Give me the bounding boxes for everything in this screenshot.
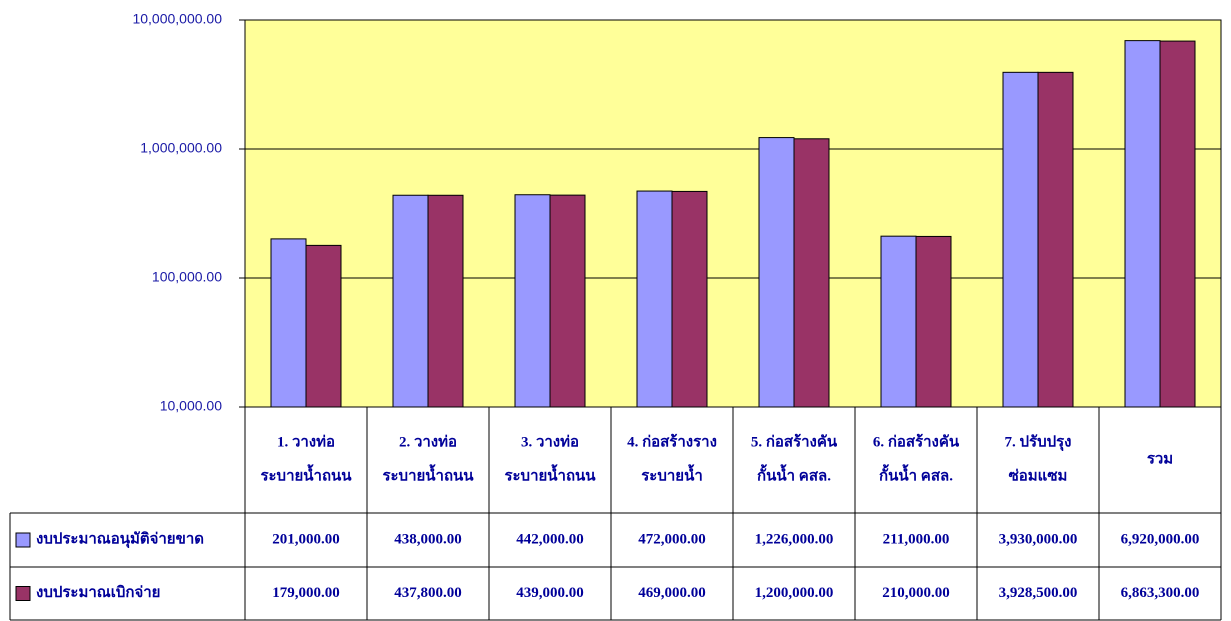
- category-label: ระบายน้ำ: [641, 463, 703, 484]
- y-tick-label: 100,000.00: [152, 269, 222, 285]
- value-label: 438,000.00: [394, 531, 462, 547]
- category-label: 5. ก่อสร้างคัน: [751, 433, 838, 450]
- bar: [1124, 40, 1161, 408]
- value-label: 6,863,300.00: [1121, 585, 1200, 601]
- category-label: ระบายน้ำถนน: [504, 463, 596, 484]
- legend-label: งบประมาณเบิกจ่าย: [36, 583, 160, 601]
- bar: [1037, 71, 1074, 408]
- legend-swatch: [15, 532, 31, 548]
- y-tick-label: 10,000,000.00: [132, 11, 222, 27]
- bar: [427, 194, 464, 408]
- category-label: ซ่อมแซม: [1009, 467, 1068, 484]
- category-label: กั้นน้ำ คสล.: [879, 463, 953, 484]
- value-label: 439,000.00: [516, 585, 584, 601]
- bar: [549, 194, 586, 408]
- bar: [636, 190, 673, 408]
- value-label: 6,920,000.00: [1121, 531, 1200, 547]
- value-label: 201,000.00: [272, 531, 340, 547]
- y-tick-label: 10,000.00: [160, 398, 222, 414]
- bar: [1002, 71, 1039, 408]
- legend-label: งบประมาณอนุมัติจ่ายขาด: [36, 529, 204, 548]
- bar: [758, 137, 795, 408]
- plot-area: [244, 19, 1222, 408]
- category-label: ระบายน้ำถนน: [382, 463, 474, 484]
- category-label: 3. วางท่อ: [521, 433, 579, 450]
- category-label: 4. ก่อสร้างราง: [627, 433, 717, 450]
- category-label: 1. วางท่อ: [277, 433, 335, 450]
- category-label: 6. ก่อสร้างคัน: [873, 433, 960, 450]
- category-label: ระบายน้ำถนน: [260, 463, 352, 484]
- value-label: 179,000.00: [272, 585, 340, 601]
- value-label: 469,000.00: [638, 585, 706, 601]
- category-label: รวม: [1147, 451, 1173, 467]
- bar: [671, 190, 708, 408]
- category-label: 2. วางท่อ: [399, 433, 457, 450]
- legend-swatch: [15, 586, 31, 601]
- value-label: 437,800.00: [394, 585, 462, 601]
- bar: [392, 194, 429, 408]
- value-label: 3,930,000.00: [999, 531, 1078, 547]
- bar: [270, 238, 307, 408]
- category-label: กั้นน้ำ คสล.: [757, 463, 831, 484]
- value-label: 211,000.00: [883, 531, 950, 547]
- y-tick-label: 1,000,000.00: [140, 140, 222, 156]
- value-label: 1,226,000.00: [755, 531, 834, 547]
- bar: [1159, 40, 1196, 408]
- bar: [793, 138, 830, 408]
- category-label: 7. ปรับปรุง: [1004, 433, 1071, 451]
- bar: [305, 244, 342, 408]
- value-label: 210,000.00: [882, 585, 950, 601]
- bar: [514, 194, 551, 408]
- value-label: 442,000.00: [516, 531, 584, 547]
- value-label: 472,000.00: [638, 531, 706, 547]
- bar: [915, 235, 952, 408]
- value-label: 1,200,000.00: [755, 585, 834, 601]
- bar: [880, 235, 917, 408]
- value-label: 3,928,500.00: [999, 585, 1078, 601]
